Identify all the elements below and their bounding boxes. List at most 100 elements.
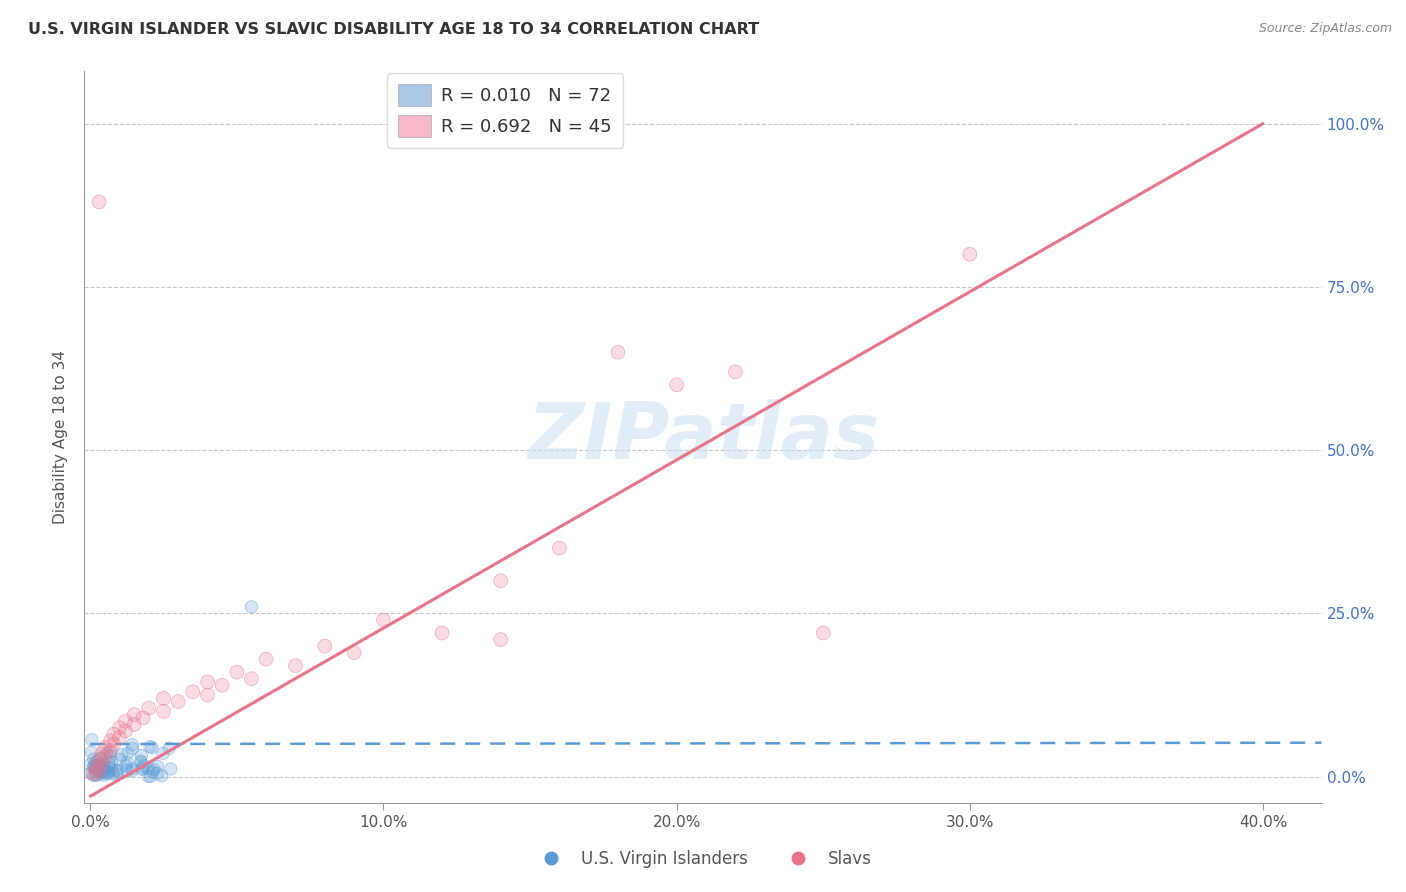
Point xyxy=(115,756,138,770)
Point xyxy=(240,599,263,614)
Point xyxy=(197,675,219,690)
Point xyxy=(107,764,129,779)
Point xyxy=(105,764,128,778)
Point xyxy=(84,755,107,769)
Point xyxy=(240,672,263,686)
Point xyxy=(724,365,747,379)
Point xyxy=(489,574,512,588)
Point xyxy=(94,764,117,778)
Point xyxy=(240,672,263,686)
Y-axis label: Disability Age 18 to 34: Disability Age 18 to 34 xyxy=(53,350,69,524)
Point xyxy=(197,675,219,690)
Point xyxy=(132,711,155,725)
Point xyxy=(98,749,121,764)
Point xyxy=(80,732,103,747)
Point xyxy=(108,752,131,766)
Point xyxy=(87,756,110,771)
Point xyxy=(89,760,111,774)
Point xyxy=(489,632,512,647)
Point xyxy=(152,747,174,761)
Point xyxy=(94,740,117,755)
Point xyxy=(141,740,163,755)
Point xyxy=(122,717,145,731)
Point xyxy=(607,345,630,359)
Point xyxy=(136,769,159,783)
Point xyxy=(87,767,110,781)
Point xyxy=(132,711,155,725)
Point xyxy=(86,760,108,774)
Point xyxy=(103,737,125,751)
Point xyxy=(665,377,688,392)
Point xyxy=(83,768,105,782)
Point xyxy=(98,745,121,759)
Point xyxy=(107,764,129,779)
Point xyxy=(83,758,105,772)
Point xyxy=(121,764,143,778)
Point xyxy=(105,766,128,780)
Point xyxy=(82,766,104,780)
Point xyxy=(225,665,247,680)
Point xyxy=(136,762,159,776)
Point xyxy=(87,194,110,209)
Point xyxy=(87,763,110,777)
Point xyxy=(105,764,128,778)
Point xyxy=(110,747,132,762)
Point xyxy=(152,705,174,719)
Point xyxy=(89,761,111,775)
Point xyxy=(87,753,110,767)
Point xyxy=(103,767,125,781)
Point xyxy=(100,733,122,747)
Point xyxy=(108,752,131,766)
Point xyxy=(157,741,180,756)
Point xyxy=(87,764,110,779)
Point xyxy=(91,747,114,761)
Point xyxy=(83,768,105,782)
Point xyxy=(90,764,112,779)
Point xyxy=(314,639,336,653)
Point xyxy=(181,685,204,699)
Point xyxy=(181,685,204,699)
Point xyxy=(100,755,122,769)
Point xyxy=(129,756,152,770)
Point xyxy=(103,727,125,741)
Point xyxy=(103,727,125,741)
Point xyxy=(97,766,120,780)
Point xyxy=(110,747,132,762)
Point xyxy=(131,748,153,763)
Point xyxy=(103,737,125,751)
Point xyxy=(108,721,131,735)
Point xyxy=(91,756,114,771)
Point xyxy=(79,766,101,780)
Point xyxy=(131,748,153,763)
Point xyxy=(811,626,834,640)
Point xyxy=(97,765,120,780)
Point xyxy=(87,767,110,781)
Point xyxy=(138,701,160,715)
Point xyxy=(152,705,174,719)
Point xyxy=(93,764,115,778)
Point xyxy=(489,574,512,588)
Point xyxy=(121,764,143,778)
Point xyxy=(87,764,110,779)
Point xyxy=(89,760,111,774)
Point xyxy=(121,741,143,756)
Point xyxy=(114,714,136,728)
Point xyxy=(83,752,105,766)
Point xyxy=(141,764,163,779)
Point xyxy=(167,695,190,709)
Point xyxy=(152,747,174,761)
Point xyxy=(82,766,104,780)
Point xyxy=(167,695,190,709)
Point xyxy=(117,746,139,760)
Point xyxy=(80,745,103,759)
Point xyxy=(139,769,162,783)
Point xyxy=(93,764,115,778)
Point xyxy=(93,758,115,772)
Point xyxy=(100,743,122,757)
Point xyxy=(211,678,233,692)
Point xyxy=(129,754,152,768)
Point xyxy=(150,769,173,783)
Point xyxy=(89,751,111,765)
Point xyxy=(83,758,105,772)
Point xyxy=(117,746,139,760)
